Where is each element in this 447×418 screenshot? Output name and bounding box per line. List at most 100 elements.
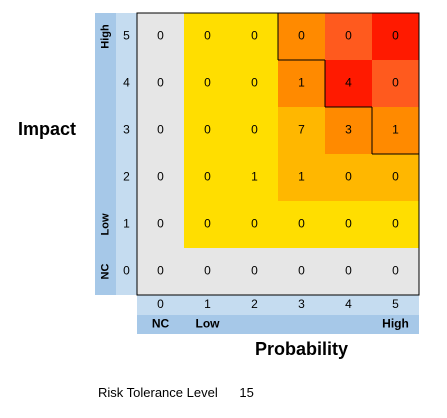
cell-value-label: 0 xyxy=(204,217,211,231)
heatmap-cell xyxy=(278,60,325,107)
cell-value-label: 7 xyxy=(298,123,305,137)
heatmap-cell xyxy=(184,107,231,154)
probability-axis-title: Probability xyxy=(255,339,349,359)
heatmap-cell xyxy=(184,154,231,201)
risk-tolerance-value: 15 xyxy=(239,385,254,400)
probability-tick-label: 0 xyxy=(157,297,164,311)
risk-tolerance-boundary xyxy=(277,12,420,155)
cell-value-label: 0 xyxy=(345,264,352,278)
heatmap-cell xyxy=(372,13,419,60)
cell-value-label: 1 xyxy=(298,170,305,184)
heatmap-cell xyxy=(137,154,184,201)
heatmap-cell xyxy=(325,107,372,154)
impact-category-label: NC xyxy=(99,264,111,280)
heatmap-cell xyxy=(372,60,419,107)
cell-value-label: 0 xyxy=(204,170,211,184)
heatmap-cell xyxy=(372,107,419,154)
cell-value-label: 0 xyxy=(345,217,352,231)
cell-value-label: 0 xyxy=(298,217,305,231)
probability-tick-label: 1 xyxy=(204,297,211,311)
heatmap-cell xyxy=(231,248,278,295)
cell-value-label: 0 xyxy=(204,29,211,43)
cell-value-label: 3 xyxy=(345,123,352,137)
heatmap-cell xyxy=(278,107,325,154)
impact-tick-label: 1 xyxy=(123,217,130,231)
heatmap-cell xyxy=(325,154,372,201)
cell-value-label: 1 xyxy=(392,123,399,137)
probability-category-label: High xyxy=(382,317,409,331)
heatmap-cell xyxy=(372,154,419,201)
heatmap-cell xyxy=(325,201,372,248)
impact-tick-label: 4 xyxy=(123,76,130,90)
heatmap-cell xyxy=(278,248,325,295)
cell-value-label: 1 xyxy=(298,76,305,90)
heatmap-cell xyxy=(325,60,372,107)
heatmap-cell xyxy=(325,248,372,295)
cell-value-label: 0 xyxy=(204,264,211,278)
heatmap-cell xyxy=(231,201,278,248)
heatmap-cell xyxy=(137,13,184,60)
cell-value-label: 4 xyxy=(345,76,352,90)
heatmap-cell xyxy=(231,154,278,201)
heatmap-cell xyxy=(372,248,419,295)
impact-axis-title: Impact xyxy=(18,119,77,139)
cell-value-label: 0 xyxy=(251,123,258,137)
cell-value-label: 0 xyxy=(392,264,399,278)
cell-value-label: 0 xyxy=(157,217,164,231)
heatmap-cell xyxy=(137,201,184,248)
cell-value-label: 0 xyxy=(251,264,258,278)
probability-category-label: NC xyxy=(152,317,170,331)
impact-category-label: High xyxy=(99,24,111,49)
cell-value-label: 0 xyxy=(298,29,305,43)
probability-tick-label: 2 xyxy=(251,297,258,311)
cell-value-label: 0 xyxy=(157,170,164,184)
cell-value-label: 0 xyxy=(392,29,399,43)
cell-value-label: 0 xyxy=(204,123,211,137)
cell-value-label: 0 xyxy=(392,76,399,90)
impact-tick-strip xyxy=(116,13,137,295)
impact-tick-label: 0 xyxy=(123,264,130,278)
heatmap-cell xyxy=(278,154,325,201)
heatmap-cell xyxy=(372,201,419,248)
cell-value-label: 1 xyxy=(251,170,258,184)
heatmap-cell xyxy=(184,13,231,60)
heatmap-cell xyxy=(231,13,278,60)
impact-tick-label: 3 xyxy=(123,123,130,137)
heatmap-cell xyxy=(325,13,372,60)
cell-value-label: 0 xyxy=(157,76,164,90)
impact-tick-label: 2 xyxy=(123,170,130,184)
cell-value-label: 0 xyxy=(392,217,399,231)
cell-value-label: 0 xyxy=(157,29,164,43)
cell-value-label: 0 xyxy=(157,123,164,137)
cell-value-label: 0 xyxy=(251,76,258,90)
heatmap-cell xyxy=(278,201,325,248)
cell-value-label: 0 xyxy=(157,264,164,278)
impact-category-label: Low xyxy=(99,213,111,235)
heatmap-cell xyxy=(137,60,184,107)
probability-tick-label: 4 xyxy=(345,297,352,311)
heatmap-cell xyxy=(231,60,278,107)
heatmap-cell xyxy=(231,107,278,154)
heatmap-cell xyxy=(137,107,184,154)
probability-tick-label: 3 xyxy=(298,297,305,311)
cell-value-label: 0 xyxy=(298,264,305,278)
probability-category-strip xyxy=(137,315,419,334)
cell-value-label: 0 xyxy=(345,170,352,184)
heatmap-cell xyxy=(278,13,325,60)
impact-category-strip xyxy=(95,13,116,295)
cell-value-label: 0 xyxy=(392,170,399,184)
heatmap-cell xyxy=(184,201,231,248)
heatmap-cell xyxy=(137,248,184,295)
probability-category-label: Low xyxy=(196,317,221,331)
impact-tick-label: 5 xyxy=(123,29,130,43)
heatmap-cell xyxy=(184,60,231,107)
cell-value-label: 0 xyxy=(251,217,258,231)
heatmap-cell xyxy=(184,248,231,295)
cell-value-label: 0 xyxy=(204,76,211,90)
probability-tick-strip xyxy=(137,295,419,315)
risk-tolerance-label: Risk Tolerance Level xyxy=(98,385,218,400)
probability-tick-label: 5 xyxy=(392,297,399,311)
cell-value-label: 0 xyxy=(345,29,352,43)
